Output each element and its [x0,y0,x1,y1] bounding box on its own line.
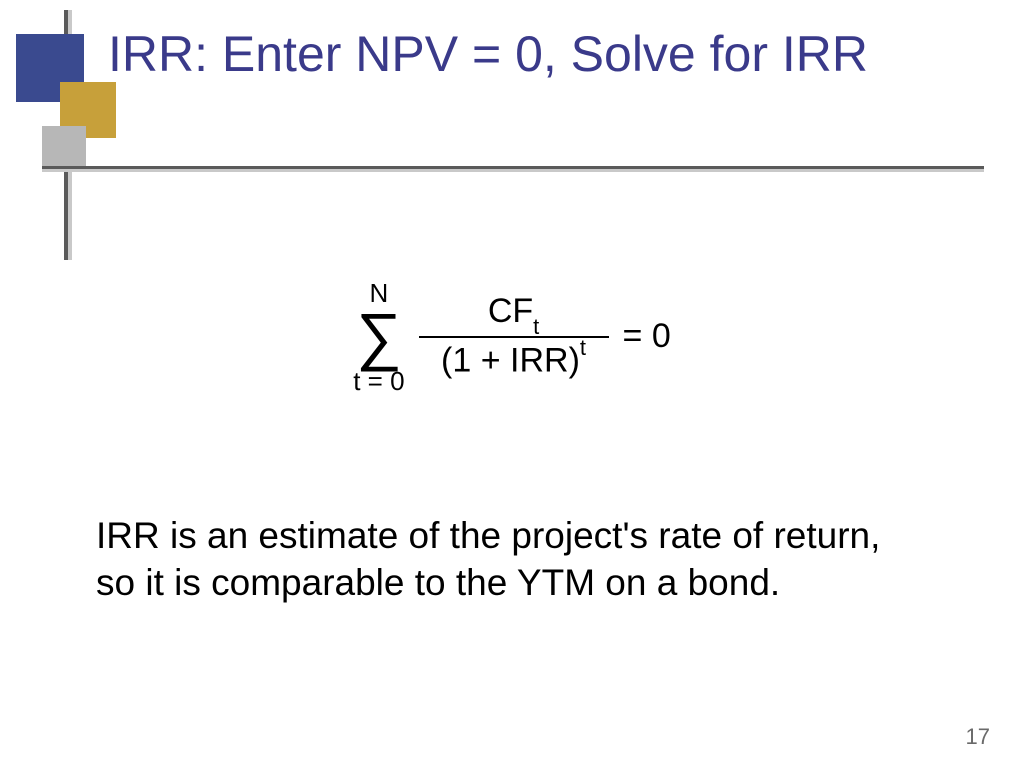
formula: N ∑ t = 0 CFt (1 + IRR)t = 0 [0,280,1024,394]
slide-title: IRR: Enter NPV = 0, Solve for IRR [108,24,944,84]
sigma-symbol: ∑ [356,308,402,366]
vertical-line-light [68,10,72,260]
equals-zero: = 0 [623,317,671,356]
denominator-base: (1 + IRR) [441,342,580,380]
fraction-denominator: (1 + IRR)t [437,340,590,379]
fraction: CFt (1 + IRR)t [419,294,609,379]
vertical-line-dark [64,10,68,260]
title-block: IRR: Enter NPV = 0, Solve for IRR [108,24,944,84]
slide: IRR: Enter NPV = 0, Solve for IRR N ∑ t … [0,0,1024,768]
horizontal-line-dark [42,166,984,169]
summation-block: N ∑ t = 0 [353,280,404,394]
fraction-numerator: CFt [484,294,543,334]
square-gray [42,126,86,170]
numerator-subscript: t [533,314,539,339]
square-gold [60,82,116,138]
sigma-lower: t = 0 [353,368,404,394]
page-number: 17 [966,724,990,750]
title-decoration [0,148,1024,208]
numerator-base: CF [488,292,533,330]
denominator-superscript: t [580,335,586,360]
horizontal-line-light [42,169,984,172]
body-text: IRR is an estimate of the project's rate… [96,512,928,607]
square-blue [16,34,84,102]
